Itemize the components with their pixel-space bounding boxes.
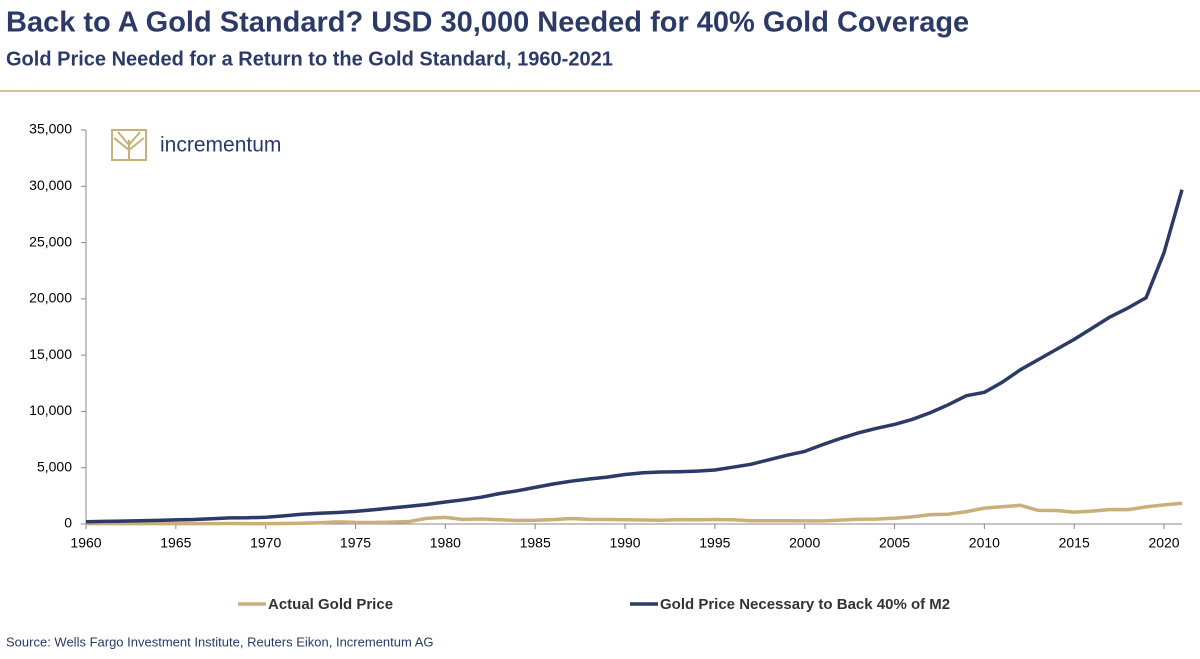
y-tick-label: 5,000 <box>37 458 72 474</box>
x-tick-label: 1995 <box>699 535 730 551</box>
x-tick-label: 2010 <box>969 535 1000 551</box>
x-tick-label: 2000 <box>789 535 820 551</box>
logo-icon <box>111 129 147 161</box>
chart-subtitle: Gold Price Needed for a Return to the Go… <box>6 48 613 70</box>
x-tick-label: 1980 <box>430 535 461 551</box>
x-tick-label: 2015 <box>1059 535 1090 551</box>
x-tick-label: 1990 <box>609 535 640 551</box>
y-tick-label: 10,000 <box>29 402 72 418</box>
y-tick-label: 35,000 <box>29 121 72 137</box>
x-tick-label: 2005 <box>879 535 910 551</box>
y-tick-label: 25,000 <box>29 233 72 249</box>
series-line <box>86 501 1183 526</box>
series-line <box>85 189 1184 524</box>
legend-label: Gold Price Necessary to Back 40% of M2 <box>660 596 950 613</box>
chart-title: Back to A Gold Standard? USD 30,000 Need… <box>6 7 969 39</box>
x-tick-label: 1985 <box>520 535 551 551</box>
x-tick-label: 1975 <box>340 535 371 551</box>
y-tick-label: 20,000 <box>29 290 72 306</box>
logo-text: incrementum <box>160 134 281 157</box>
x-tick-label: 1970 <box>250 535 281 551</box>
y-tick-label: 0 <box>64 515 72 531</box>
y-tick-label: 15,000 <box>29 346 72 362</box>
y-tick-label: 30,000 <box>29 177 72 193</box>
x-tick-label: 1965 <box>160 535 191 551</box>
x-tick-label: 2020 <box>1148 535 1179 551</box>
legend-label: Actual Gold Price <box>268 596 393 613</box>
x-tick-label: 1960 <box>70 535 101 551</box>
source-note: Source: Wells Fargo Investment Institute… <box>6 634 434 649</box>
